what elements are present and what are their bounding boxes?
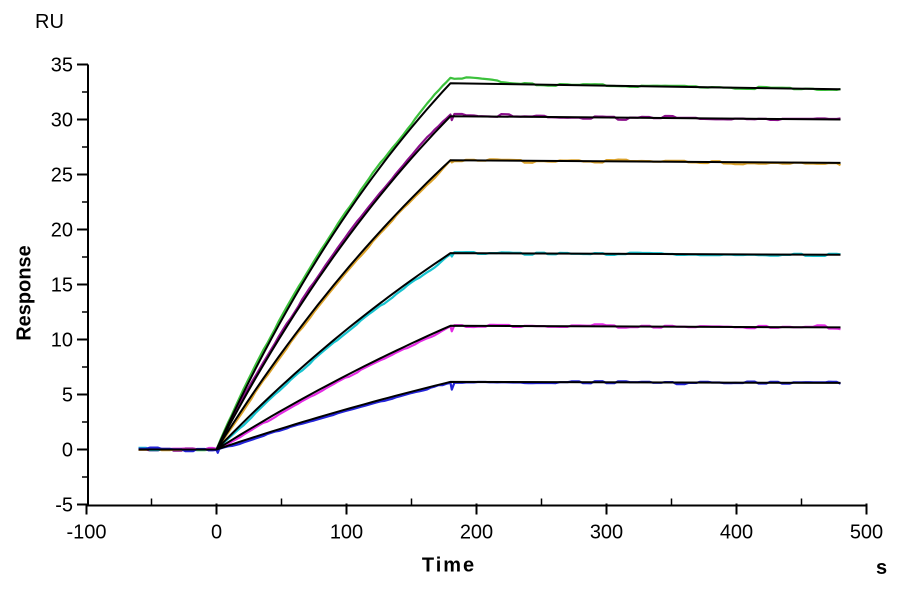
series-magenta-fit	[138, 324, 841, 451]
x-tick-label-200: 200	[460, 522, 493, 544]
y-tick-label-30: 30	[51, 110, 73, 132]
series-orange-fit	[138, 159, 841, 451]
x-tick-label-500: 500	[850, 522, 883, 544]
y-tick-label-20: 20	[51, 220, 73, 242]
series-cyan-fit	[138, 252, 841, 451]
y-tick-label-35: 35	[51, 55, 73, 77]
series-green-fit	[138, 82, 841, 451]
x-axis-unit-label: s	[876, 557, 888, 579]
y-tick-label-15: 15	[51, 275, 73, 297]
x-tick-label-300: 300	[590, 522, 623, 544]
y-tick-label-0: 0	[62, 440, 73, 462]
x-axis-title: Time	[421, 554, 477, 577]
x-tick-label-0: 0	[211, 522, 222, 544]
y-axis-title: Response	[13, 245, 36, 341]
series-blue-fit	[138, 380, 841, 451]
y-tick-label-5: 5	[62, 385, 73, 407]
x-tick-label-400: 400	[720, 522, 753, 544]
y-tick-label--5: -5	[55, 495, 73, 517]
y-tick-label-10: 10	[51, 330, 73, 352]
y-tick-label-25: 25	[51, 165, 73, 187]
series-purple-fit	[138, 115, 841, 451]
x-tick-label-100: 100	[330, 522, 363, 544]
x-tick-label--100: -100	[66, 522, 106, 544]
y-axis-unit-label: RU	[35, 11, 64, 33]
